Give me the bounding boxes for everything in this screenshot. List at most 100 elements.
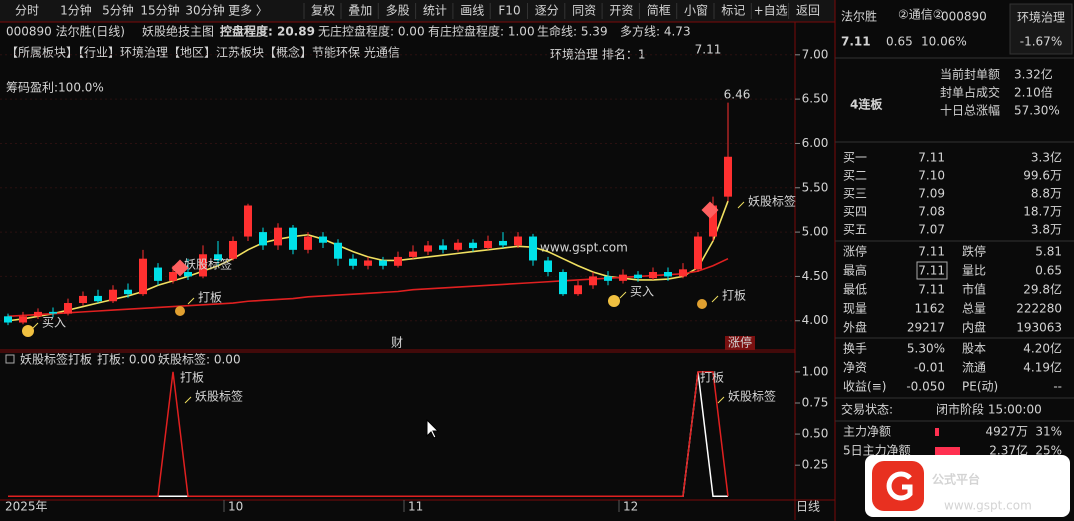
chart-tag: 买入 bbox=[630, 285, 654, 299]
toolbar-button[interactable]: 同资 bbox=[572, 4, 596, 18]
sub-readout: 妖股标签: 0.00 bbox=[158, 352, 241, 367]
stat-value: 222280 bbox=[1016, 302, 1062, 316]
stat-label: 市值 bbox=[962, 282, 986, 297]
toolbar-button[interactable]: 统计 bbox=[423, 4, 447, 18]
candle-body bbox=[484, 240, 492, 249]
stat-label: 内盘 bbox=[962, 320, 986, 335]
toolbar-button[interactable]: 开资 bbox=[609, 4, 633, 18]
toolbar-button[interactable]: 30分钟 bbox=[185, 3, 224, 18]
candle-body bbox=[694, 236, 702, 270]
stat-value: 7.11 bbox=[918, 245, 945, 259]
book-price: 7.07 bbox=[918, 223, 945, 237]
flow-label: 主力净额 bbox=[843, 425, 891, 439]
book-volume: 3.3亿 bbox=[1031, 150, 1062, 165]
candle-body bbox=[304, 236, 312, 250]
candle-body bbox=[619, 274, 627, 281]
stat-label: 跌停 bbox=[962, 244, 986, 259]
stat-value: -0.01 bbox=[914, 361, 945, 375]
book-volume: 8.8万 bbox=[1031, 187, 1062, 201]
toolbar-button[interactable]: 更多 〉 bbox=[228, 4, 268, 18]
toolbar-button[interactable]: 简框 bbox=[647, 4, 671, 18]
logo-url: www.gspt.com bbox=[944, 499, 1032, 513]
indicator-readout: 有庄控盘程度: 1.00 bbox=[428, 24, 535, 39]
logo-text: 公式平台 bbox=[932, 472, 980, 487]
candle-body bbox=[169, 271, 177, 281]
candle-body bbox=[244, 205, 252, 237]
candle-body bbox=[499, 240, 507, 246]
candle-body bbox=[604, 276, 612, 281]
toolbar-button[interactable]: 复权 bbox=[311, 4, 335, 18]
toolbar-button[interactable]: 15分钟 bbox=[140, 3, 179, 18]
stat-value: 193063 bbox=[1016, 321, 1062, 335]
stat-label: 最低 bbox=[843, 283, 867, 297]
tag-icon bbox=[701, 201, 719, 219]
flow-value: 2.37亿 bbox=[989, 443, 1028, 458]
toolbar-button[interactable]: 多股 bbox=[386, 4, 410, 18]
candle-body bbox=[709, 205, 717, 237]
indicator-name: 妖股绝技主图 bbox=[142, 24, 214, 39]
book-level: 买三 bbox=[843, 187, 867, 201]
seal-value: 57.30% bbox=[1014, 104, 1060, 118]
toolbar-button[interactable]: 小窗 bbox=[684, 4, 708, 18]
stat-label: 量比 bbox=[962, 264, 986, 278]
candle-body bbox=[514, 236, 522, 246]
toolbar-button[interactable]: F10 bbox=[498, 4, 520, 18]
candle-body bbox=[589, 276, 597, 286]
high-box bbox=[916, 261, 948, 280]
book-level: 买一 bbox=[843, 151, 867, 165]
stat-label: 总量 bbox=[962, 302, 986, 316]
sub-icon bbox=[5, 354, 15, 364]
sector-change: -1.67% bbox=[1020, 35, 1062, 49]
y-tick-label: 0.75 bbox=[802, 395, 829, 409]
tag-icon bbox=[171, 259, 189, 277]
candle-body bbox=[544, 260, 552, 272]
candle-body bbox=[334, 242, 342, 259]
change-pct: 10.06% bbox=[921, 35, 967, 49]
limit-tag-bg bbox=[725, 336, 755, 350]
flow-pct: 25% bbox=[1035, 444, 1062, 458]
candle-body bbox=[109, 289, 117, 302]
stat-label: 外盘 bbox=[843, 320, 867, 335]
book-price: 7.11 bbox=[918, 151, 945, 165]
stat-value: -0.050 bbox=[906, 380, 945, 394]
candle-body bbox=[679, 269, 687, 277]
seal-label: 当前封单额 bbox=[940, 67, 1000, 82]
toolbar-button[interactable]: 分时 bbox=[15, 4, 39, 18]
signal-tag: 妖股标签 bbox=[195, 389, 243, 404]
candle-body bbox=[79, 295, 87, 304]
toolbar-button[interactable]: 返回 bbox=[796, 4, 820, 18]
candle-body bbox=[724, 156, 732, 197]
candle-body bbox=[574, 285, 582, 295]
sector-name[interactable]: 环境治理 bbox=[1017, 10, 1065, 25]
smile-icon bbox=[608, 295, 620, 307]
seal-value: 2.10倍 bbox=[1014, 85, 1053, 100]
flow-bar bbox=[935, 428, 939, 436]
toolbar-button[interactable]: 逐分 bbox=[535, 4, 559, 18]
stat-value: 7.11 bbox=[918, 264, 945, 278]
toolbar-button[interactable]: 标记 bbox=[721, 4, 745, 18]
event-tag: 涨停 bbox=[728, 335, 752, 350]
x-tick-label: 11 bbox=[408, 500, 423, 514]
toolbar-button[interactable]: +自选 bbox=[754, 4, 788, 18]
book-price: 7.09 bbox=[918, 187, 945, 201]
toolbar-button[interactable]: 1分钟 bbox=[60, 3, 92, 18]
candle-body bbox=[274, 227, 282, 246]
candle-body bbox=[424, 245, 432, 252]
tag-arrow bbox=[711, 295, 719, 303]
stat-label: 换手 bbox=[843, 342, 867, 356]
toolbar-button[interactable]: 画线 bbox=[460, 4, 484, 18]
stat-label: 流通 bbox=[962, 361, 986, 375]
book-price: 7.10 bbox=[918, 169, 945, 183]
rank: 环境治理 排名：1 bbox=[550, 47, 645, 62]
x-tick-label: 10 bbox=[228, 500, 243, 514]
candle-body bbox=[64, 303, 72, 314]
candle-body bbox=[259, 232, 267, 246]
flow-value: 4927万 bbox=[985, 425, 1028, 439]
sub-title: 妖股标签打板 bbox=[20, 352, 92, 367]
toolbar-button[interactable]: 5分钟 bbox=[102, 3, 134, 18]
indicator-readout: 无庄控盘程度: 0.00 bbox=[318, 24, 425, 39]
toolbar-button[interactable]: 叠加 bbox=[348, 4, 372, 18]
y-tick-label: 0.25 bbox=[802, 458, 829, 472]
stat-label: 涨停 bbox=[843, 244, 867, 259]
